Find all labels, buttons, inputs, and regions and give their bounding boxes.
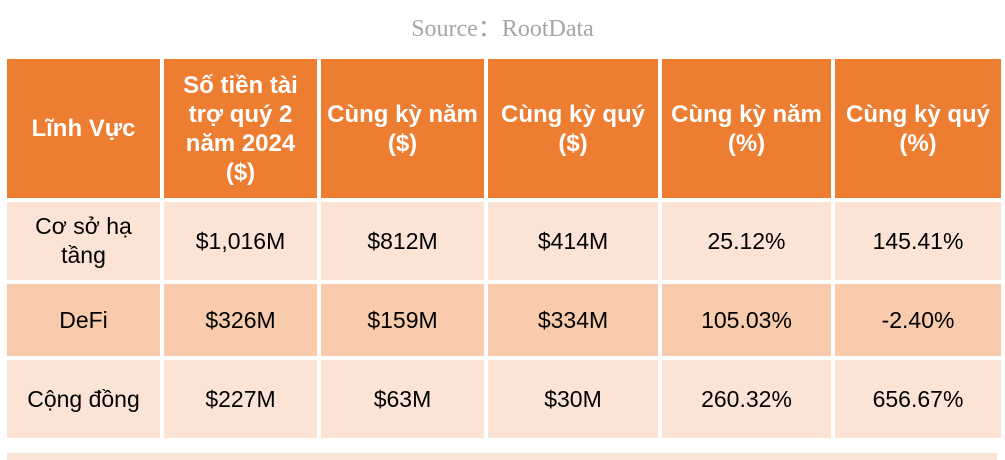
- table-row: DeFi $326M $159M $334M 105.03% -2.40%: [7, 284, 1001, 356]
- cell-yoy-usd: $159M: [321, 284, 484, 356]
- header-sector: Lĩnh Vực: [7, 59, 160, 198]
- table-row: Cộng đồng $227M $63M $30M 260.32% 656.67…: [7, 360, 1001, 438]
- funding-table: Lĩnh Vực Số tiền tài trợ quý 2 năm 2024 …: [3, 55, 1005, 442]
- cell-sector: Cộng đồng: [7, 360, 160, 438]
- cell-qoq-usd: $30M: [488, 360, 658, 438]
- header-row: Lĩnh Vực Số tiền tài trợ quý 2 năm 2024 …: [7, 59, 1001, 198]
- cell-sector: DeFi: [7, 284, 160, 356]
- table-row: Cơ sở hạ tầng $1,016M $812M $414M 25.12%…: [7, 202, 1001, 280]
- source-caption: Source：RootData: [411, 16, 594, 42]
- cell-qoq-pct: 145.41%: [835, 202, 1001, 280]
- header-yoy-usd: Cùng kỳ năm ($): [321, 59, 484, 198]
- cell-yoy-pct: 260.32%: [662, 360, 831, 438]
- cell-funding: $1,016M: [164, 202, 317, 280]
- header-yoy-pct: Cùng kỳ năm (%): [662, 59, 831, 198]
- cell-yoy-pct: 25.12%: [662, 202, 831, 280]
- cell-qoq-pct: -2.40%: [835, 284, 1001, 356]
- cell-yoy-usd: $812M: [321, 202, 484, 280]
- cell-qoq-usd: $334M: [488, 284, 658, 356]
- cell-qoq-pct: 656.67%: [835, 360, 1001, 438]
- header-qoq-usd: Cùng kỳ quý ($): [488, 59, 658, 198]
- cell-funding: $326M: [164, 284, 317, 356]
- cell-yoy-pct: 105.03%: [662, 284, 831, 356]
- cell-yoy-usd: $63M: [321, 360, 484, 438]
- header-qoq-pct: Cùng kỳ quý (%): [835, 59, 1001, 198]
- cell-funding: $227M: [164, 360, 317, 438]
- table-bottom-row-edge: [7, 453, 997, 460]
- cell-sector: Cơ sở hạ tầng: [7, 202, 160, 280]
- cell-qoq-usd: $414M: [488, 202, 658, 280]
- header-funding-q2-2024: Số tiền tài trợ quý 2 năm 2024 ($): [164, 59, 317, 198]
